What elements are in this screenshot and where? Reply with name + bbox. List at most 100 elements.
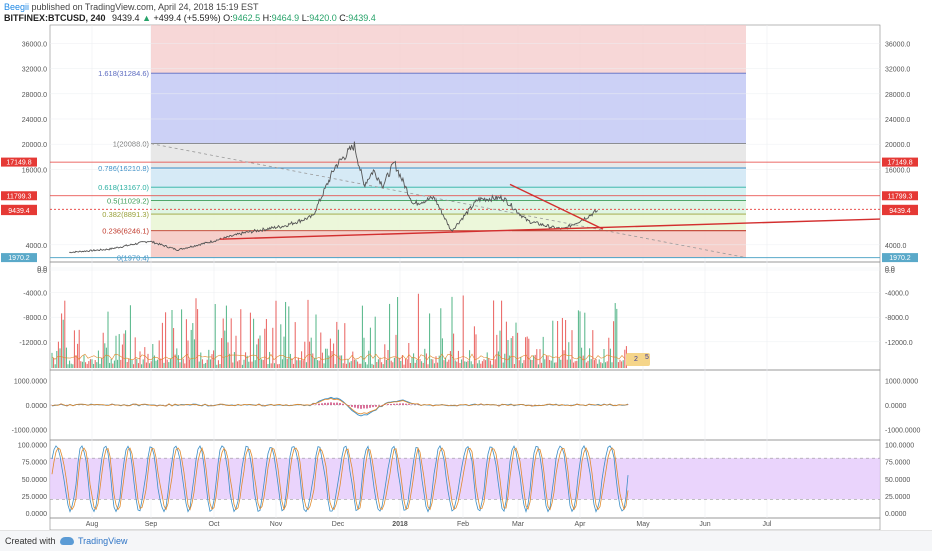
x-tick-label: Jun <box>699 521 710 528</box>
x-tick-label: Sep <box>145 521 158 528</box>
y-tick-label-left: 0.0000 <box>26 511 48 518</box>
stochastic-k-line <box>51 444 629 514</box>
y-tick-label-right: 28000.0 <box>885 92 910 99</box>
price-tag-label: 11799.3 <box>888 193 913 200</box>
x-tick-label: Feb <box>457 521 469 528</box>
y-tick-label-left: 25.0000 <box>22 494 47 501</box>
author-name[interactable]: Beegii <box>4 2 30 12</box>
fib-level-label: 0.236(6246.1) <box>102 227 149 236</box>
fib-band <box>151 214 746 231</box>
close-label: C: <box>339 13 349 23</box>
y-tick-label-right: 1000.0000 <box>885 379 918 386</box>
y-tick-label-right: 100.0000 <box>885 443 914 450</box>
y-tick-label-right: 36000.0 <box>885 41 910 48</box>
price-tag-label: 9439.4 <box>8 208 30 215</box>
price-line <box>69 141 599 254</box>
fib-band <box>151 168 746 188</box>
y-tick-label-left: 50.0000 <box>22 477 47 484</box>
chart-header-publish: Beegii published on TradingView.com, Apr… <box>4 2 259 12</box>
y-tick-label-right: 0.0000 <box>885 403 907 410</box>
fib-level-label: 0.5(11029.2) <box>107 197 149 206</box>
publish-info: published on TradingView.com, April 24, … <box>31 2 259 12</box>
y-tick-label-right: -1000.0000 <box>885 428 921 435</box>
y-tick-label-left: -12000.0 <box>19 340 47 347</box>
panel-frame-1 <box>49 261 881 371</box>
macd-signal-line <box>51 397 629 415</box>
fib-level-label: 1.618(31284.6) <box>98 69 149 78</box>
price-tag <box>1 206 37 216</box>
support-trendline <box>219 218 881 240</box>
price-tag <box>1 157 37 167</box>
y-tick-label-right: 20000.0 <box>885 142 910 149</box>
price-tag-label: 17149.8 <box>887 160 912 167</box>
y-tick-label-right: -12000.0 <box>885 340 913 347</box>
y-tick-label-left: 0.0000 <box>26 403 48 410</box>
price-tag <box>882 191 918 201</box>
y-tick-label-left: 28000.0 <box>22 92 47 99</box>
x-tick-label: Mar <box>512 521 525 528</box>
fib-band <box>151 73 746 144</box>
x-tick-label: Nov <box>270 521 283 528</box>
footer-bar: Created with TradingView <box>0 530 932 551</box>
y-tick-label-right: 50.0000 <box>885 477 910 484</box>
open-label: O: <box>223 13 233 23</box>
chart-canvas[interactable]: Aug Sep Oct Nov Dec 2018 Feb Mar Apr May Jun Jul 1.6… <box>0 0 932 530</box>
y-tick-label-right: 0.0000 <box>885 511 907 518</box>
x-tick-label: May <box>636 521 650 528</box>
volume-marker-label: 2 <box>634 356 638 363</box>
price-tag-label: 9439.4 <box>889 208 911 215</box>
fib-band <box>151 230 746 258</box>
y-tick-label-left: 0.0 <box>37 268 47 275</box>
resistance-trendline <box>509 183 604 230</box>
y-tick-label-right: 25.0000 <box>885 494 910 501</box>
fib-band <box>151 25 746 74</box>
y-tick-label-left: 32000.0 <box>22 67 47 74</box>
created-with-label: Created with <box>5 536 56 546</box>
y-tick-label-right: -4000.0 <box>885 291 909 298</box>
close-value: 9439.4 <box>348 13 376 23</box>
tradingview-brand-link[interactable]: TradingView <box>78 536 128 546</box>
low-label: L: <box>301 13 310 23</box>
y-tick-label-left: -4000.0 <box>23 291 47 298</box>
y-tick-label-left: 24000.0 <box>22 117 47 124</box>
y-tick-label-right: 32000.0 <box>885 67 910 74</box>
x-tick-label: Aug <box>86 521 99 528</box>
y-tick-label-left: 75.0000 <box>22 460 47 467</box>
tradingview-cloud-icon <box>60 537 74 545</box>
y-tick-label-left: 1000.0000 <box>14 379 47 386</box>
price-tag <box>1 253 37 263</box>
fib-band <box>151 143 746 169</box>
y-tick-label-right: 4000.0 <box>885 243 907 250</box>
time-axis-frame <box>49 517 881 530</box>
low-value: 9420.0 <box>309 13 337 23</box>
change-arrow-icon: ▲ <box>142 13 151 23</box>
y-tick-label-left: 0.0 <box>37 266 47 273</box>
fib-band <box>151 200 746 215</box>
price-tag-label: 11799.3 <box>7 193 32 200</box>
stochastic-d-line <box>51 446 629 511</box>
y-tick-label-right: 75.0000 <box>885 460 910 467</box>
symbol-label: BITFINEX:BTCUSD, 240 <box>4 13 106 23</box>
y-tick-label-left: 16000.0 <box>22 167 47 174</box>
high-value: 9464.9 <box>271 13 300 23</box>
volume-marker-box <box>626 353 650 366</box>
volume-ma-line <box>51 353 626 361</box>
price-change: +499.4 (+5.59%) <box>153 13 221 23</box>
y-tick-label-left: -1000.0000 <box>12 428 48 435</box>
chart-header-ohlc: BITFINEX:BTCUSD, 240 9439.4 ▲ +499.4 (+5… <box>4 13 376 23</box>
y-tick-label-left: -8000.0 <box>23 315 47 322</box>
price-tag-label: 1970.2 <box>8 255 30 262</box>
y-tick-label-right: 0.0 <box>885 268 895 275</box>
open-value: 9462.5 <box>232 13 261 23</box>
y-tick-label-right: 16000.0 <box>885 167 910 174</box>
y-tick-label-left: 20000.0 <box>22 142 47 149</box>
fib-level-label: 0.786(16210.8) <box>98 164 149 173</box>
x-tick-label: Dec <box>332 521 345 528</box>
y-tick-label-left: 100.0000 <box>18 443 47 450</box>
y-tick-label-right: -8000.0 <box>885 315 909 322</box>
x-tick-label: Jul <box>763 521 772 528</box>
decline-dashed-line <box>150 143 747 258</box>
fib-level-label: 0.382(8891.3) <box>102 210 149 219</box>
volume-marker-label: 5 <box>645 354 649 361</box>
y-tick-label-right: 0.0 <box>885 266 895 273</box>
